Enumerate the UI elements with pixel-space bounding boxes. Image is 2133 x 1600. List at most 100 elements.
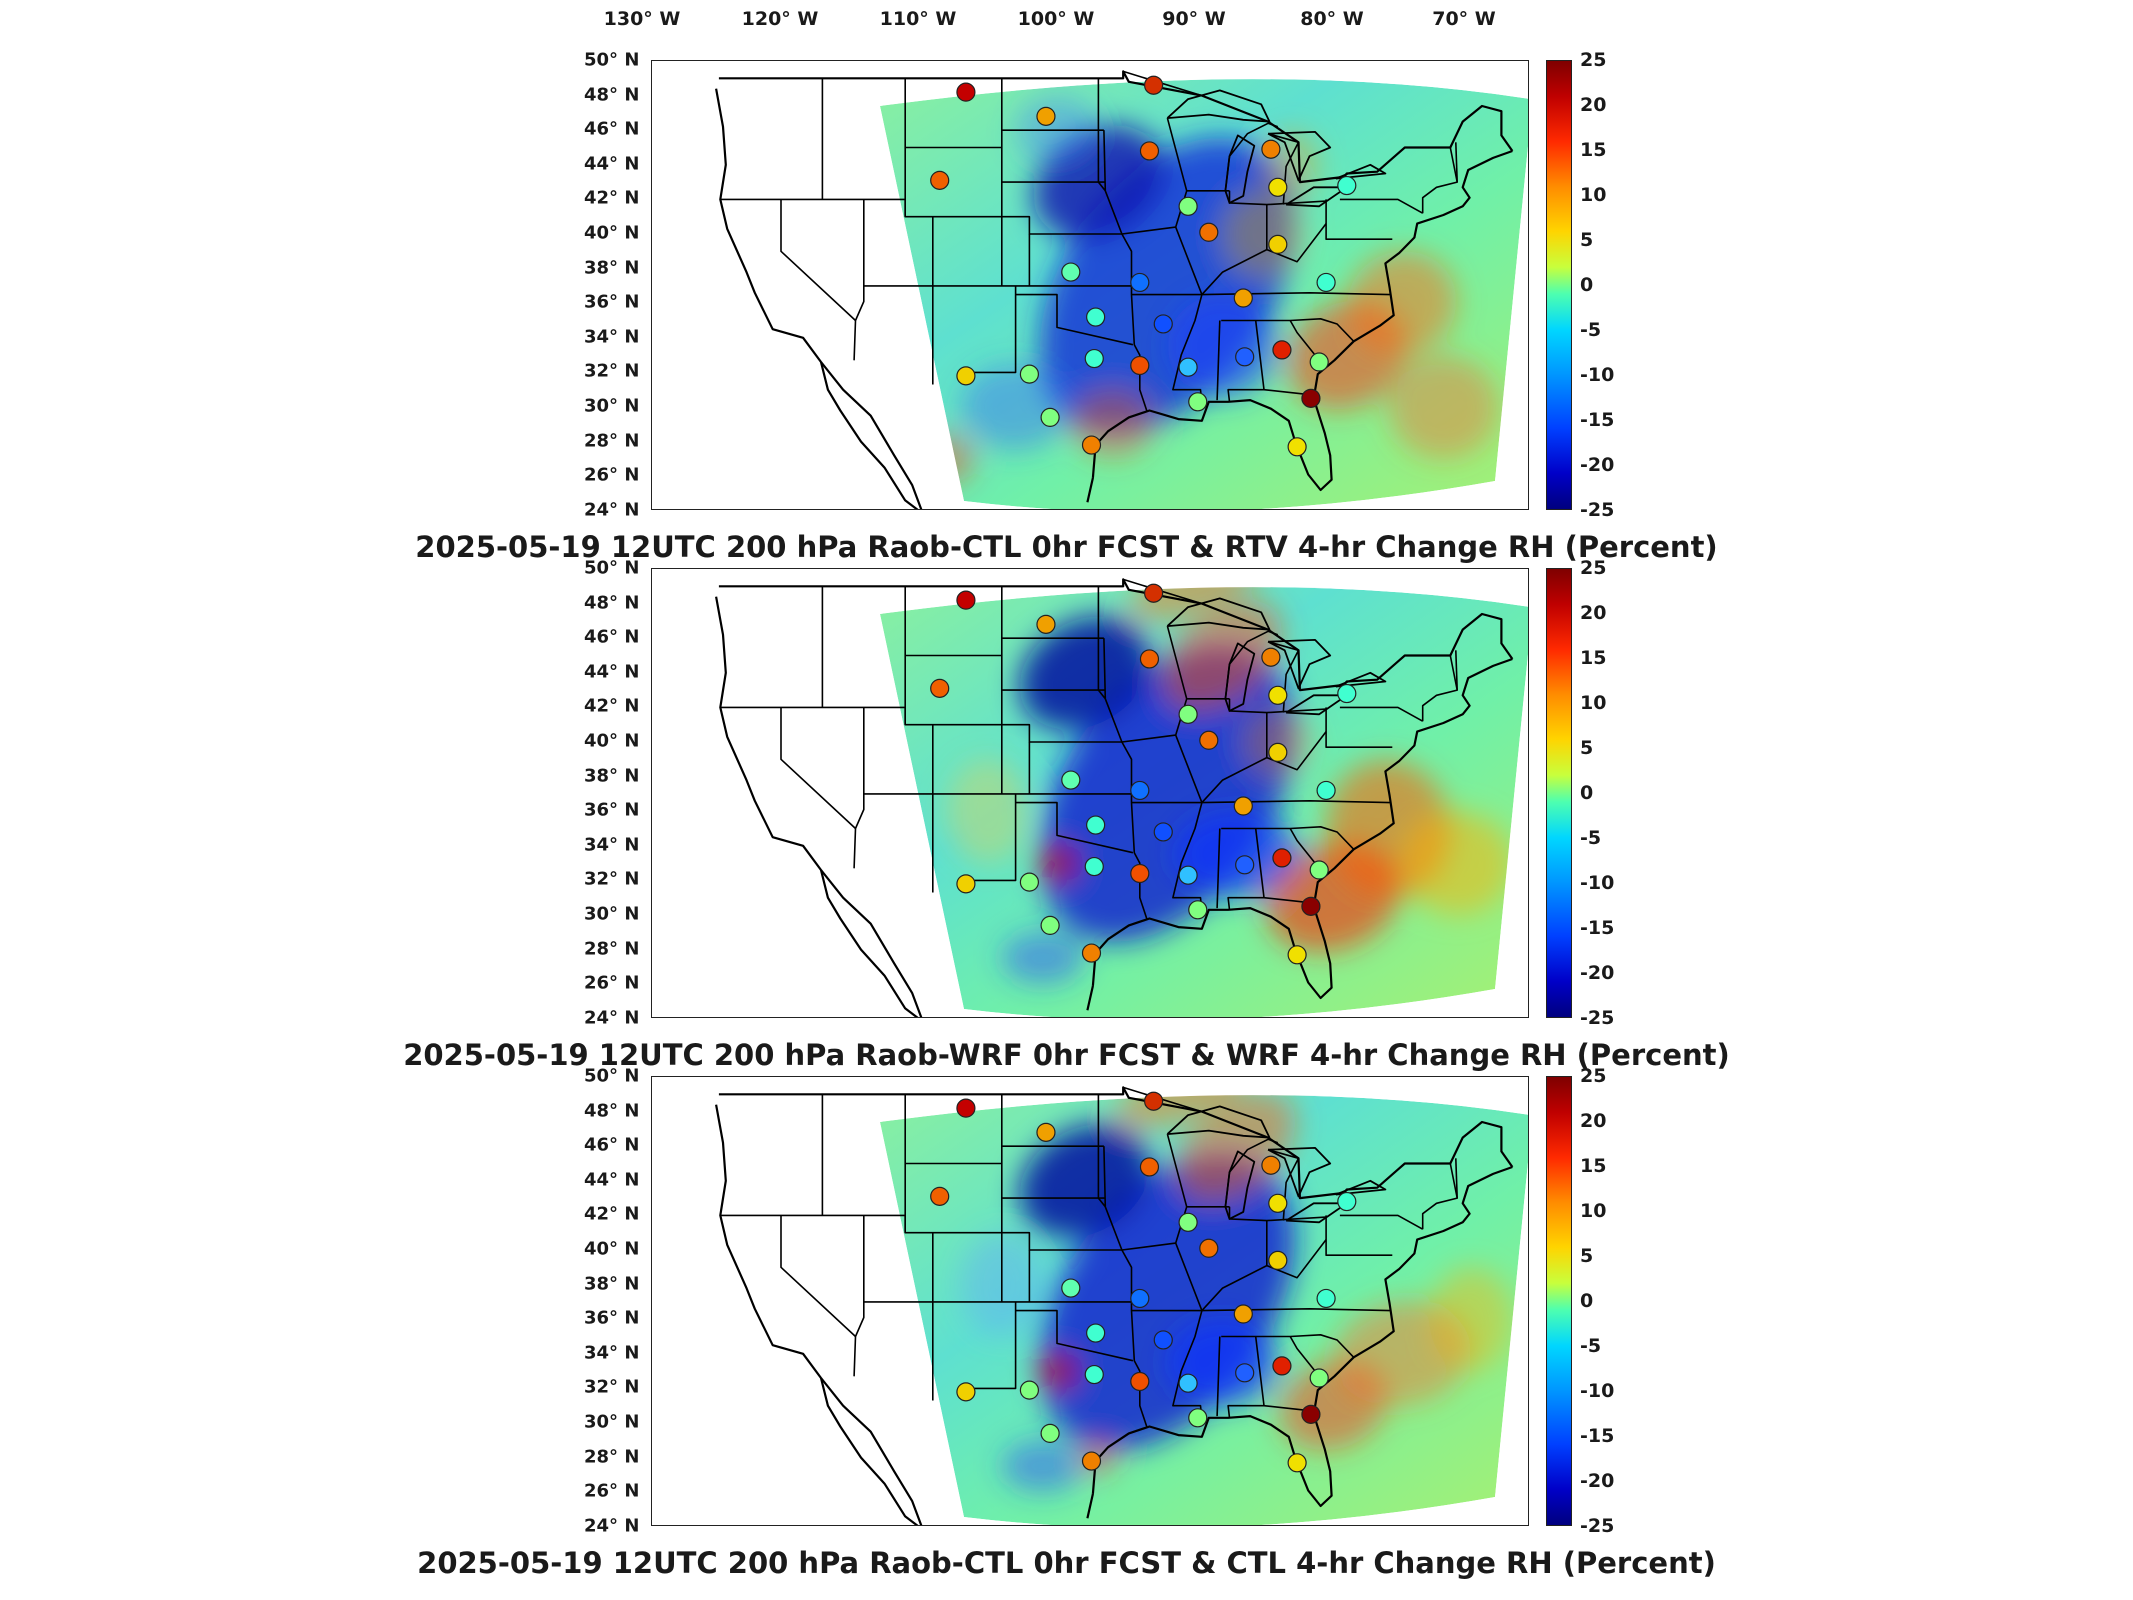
raob-station-marker <box>1316 272 1336 293</box>
lat-label: 24° N <box>584 1007 640 1029</box>
coastline <box>715 596 923 1017</box>
raob-station-marker <box>1040 915 1060 935</box>
lon-label-80w: 80° W <box>1300 8 1364 30</box>
state-border <box>1325 199 1393 240</box>
colorbar-tick-label: -25 <box>1580 499 1615 521</box>
longitude-axis: 130° W 120° W 110° W 100° W 90° W 80° W … <box>0 0 2133 40</box>
state-border <box>720 1214 1122 1251</box>
state-border <box>1201 1264 1268 1312</box>
raob-station-marker <box>1036 106 1056 126</box>
raob-station-marker <box>1139 1157 1160 1177</box>
raob-station-marker <box>1061 1278 1081 1298</box>
state-border <box>1201 756 1268 804</box>
state-border <box>780 1215 857 1338</box>
state-border <box>1421 654 1459 722</box>
state-border <box>1221 1333 1355 1358</box>
lat-label: 28° N <box>584 1446 640 1468</box>
coastline <box>715 1104 923 1525</box>
raob-station-marker <box>1188 392 1208 412</box>
coastline <box>819 361 919 509</box>
raob-station-marker <box>1084 1364 1104 1385</box>
rh-anomaly <box>960 363 1071 451</box>
rh-anomaly <box>946 759 1030 864</box>
raob-station-marker <box>1188 1408 1208 1428</box>
state-border <box>1455 1158 1458 1199</box>
state-border <box>1216 320 1221 401</box>
coastline <box>819 1377 919 1525</box>
map-outlines <box>715 70 1514 509</box>
coastline <box>1086 1493 1094 1519</box>
raob-station-marker <box>1084 348 1104 369</box>
lat-label: 46° N <box>584 626 640 648</box>
raob-station-marker <box>1130 863 1150 884</box>
rh-anomaly <box>1176 1095 1297 1202</box>
raob-stations <box>930 75 1357 457</box>
raob-station-marker <box>956 366 976 386</box>
lat-label: 46° N <box>584 1134 640 1156</box>
colorbar-tick-label: -10 <box>1580 872 1615 894</box>
raob-station-marker <box>1261 139 1281 159</box>
colorbar-tick-label: 25 <box>1580 1065 1607 1087</box>
raob-station-marker <box>1178 357 1198 377</box>
coastline <box>1091 657 1513 1000</box>
rh-anomaly <box>1037 1353 1077 1389</box>
lon-label-110w: 110° W <box>879 8 957 30</box>
state-border <box>1227 1336 1265 1418</box>
colorbar-tick-label: -15 <box>1580 1425 1615 1447</box>
lat-label: 48° N <box>584 1100 640 1122</box>
raob-station-marker <box>1233 1304 1253 1324</box>
rh-anomaly <box>919 432 975 485</box>
rh-anomaly <box>1388 355 1499 459</box>
colorbar <box>1546 568 1572 1018</box>
lat-label: 32° N <box>584 1376 640 1398</box>
lat-label: 36° N <box>584 291 640 313</box>
raob-station-marker <box>1309 1368 1329 1388</box>
colorbar-tick-label: -5 <box>1580 319 1602 341</box>
raob-station-marker <box>1139 649 1160 669</box>
lat-label: 42° N <box>584 1203 640 1225</box>
lake-outline <box>1224 134 1256 204</box>
rh-anomaly <box>1001 932 1085 985</box>
rh-anomaly <box>1115 1095 1247 1129</box>
map-panel-1: 50° N 48° N 46° N 44° N 42° N 40° N 38° N 36° N… <box>0 49 2133 580</box>
raob-station-marker <box>956 1098 976 1118</box>
state-border <box>1227 320 1265 402</box>
map-outlines <box>715 578 1514 1017</box>
lat-label: 34° N <box>584 326 640 348</box>
lat-label: 24° N <box>584 499 640 521</box>
lat-label: 36° N <box>584 799 640 821</box>
state-border <box>1131 1308 1390 1312</box>
raob-station-marker <box>1086 1323 1106 1343</box>
raob-station-marker <box>1061 262 1081 282</box>
rh-anomaly <box>1429 1267 1513 1372</box>
lat-label: 30° N <box>584 903 640 925</box>
lat-label: 42° N <box>584 187 640 209</box>
coastline <box>1086 477 1094 503</box>
state-border <box>1015 293 1134 346</box>
lake-outline <box>1335 163 1387 180</box>
raob-station-marker <box>1199 730 1219 750</box>
state-border <box>1455 142 1458 183</box>
map-canvas <box>715 578 1528 1017</box>
state-border <box>853 707 865 869</box>
raob-station-marker <box>1309 352 1329 372</box>
state-border <box>1265 204 1327 263</box>
raob-station-marker <box>1144 75 1164 95</box>
state-border <box>780 707 857 830</box>
lake-outline <box>1166 597 1271 631</box>
raob-station-marker <box>1287 945 1307 965</box>
raob-station-marker <box>1268 234 1288 254</box>
lat-label: 24° N <box>584 1515 640 1537</box>
colorbar-tick-label: 15 <box>1580 139 1607 161</box>
raob-station-marker <box>1081 943 1102 963</box>
rh-anomaly <box>1402 811 1513 915</box>
colorbar-tick-label: -10 <box>1580 1380 1615 1402</box>
raob-station-marker <box>1188 900 1208 920</box>
raob-station-marker <box>1287 1453 1307 1473</box>
raob-station-marker <box>1268 685 1288 705</box>
colorbar-tick-label: -5 <box>1580 1335 1602 1357</box>
lat-label: 50° N <box>584 1065 640 1087</box>
colorbar-tick-label: -20 <box>1580 962 1615 984</box>
state-border <box>1216 828 1221 909</box>
state-border <box>1265 712 1327 771</box>
